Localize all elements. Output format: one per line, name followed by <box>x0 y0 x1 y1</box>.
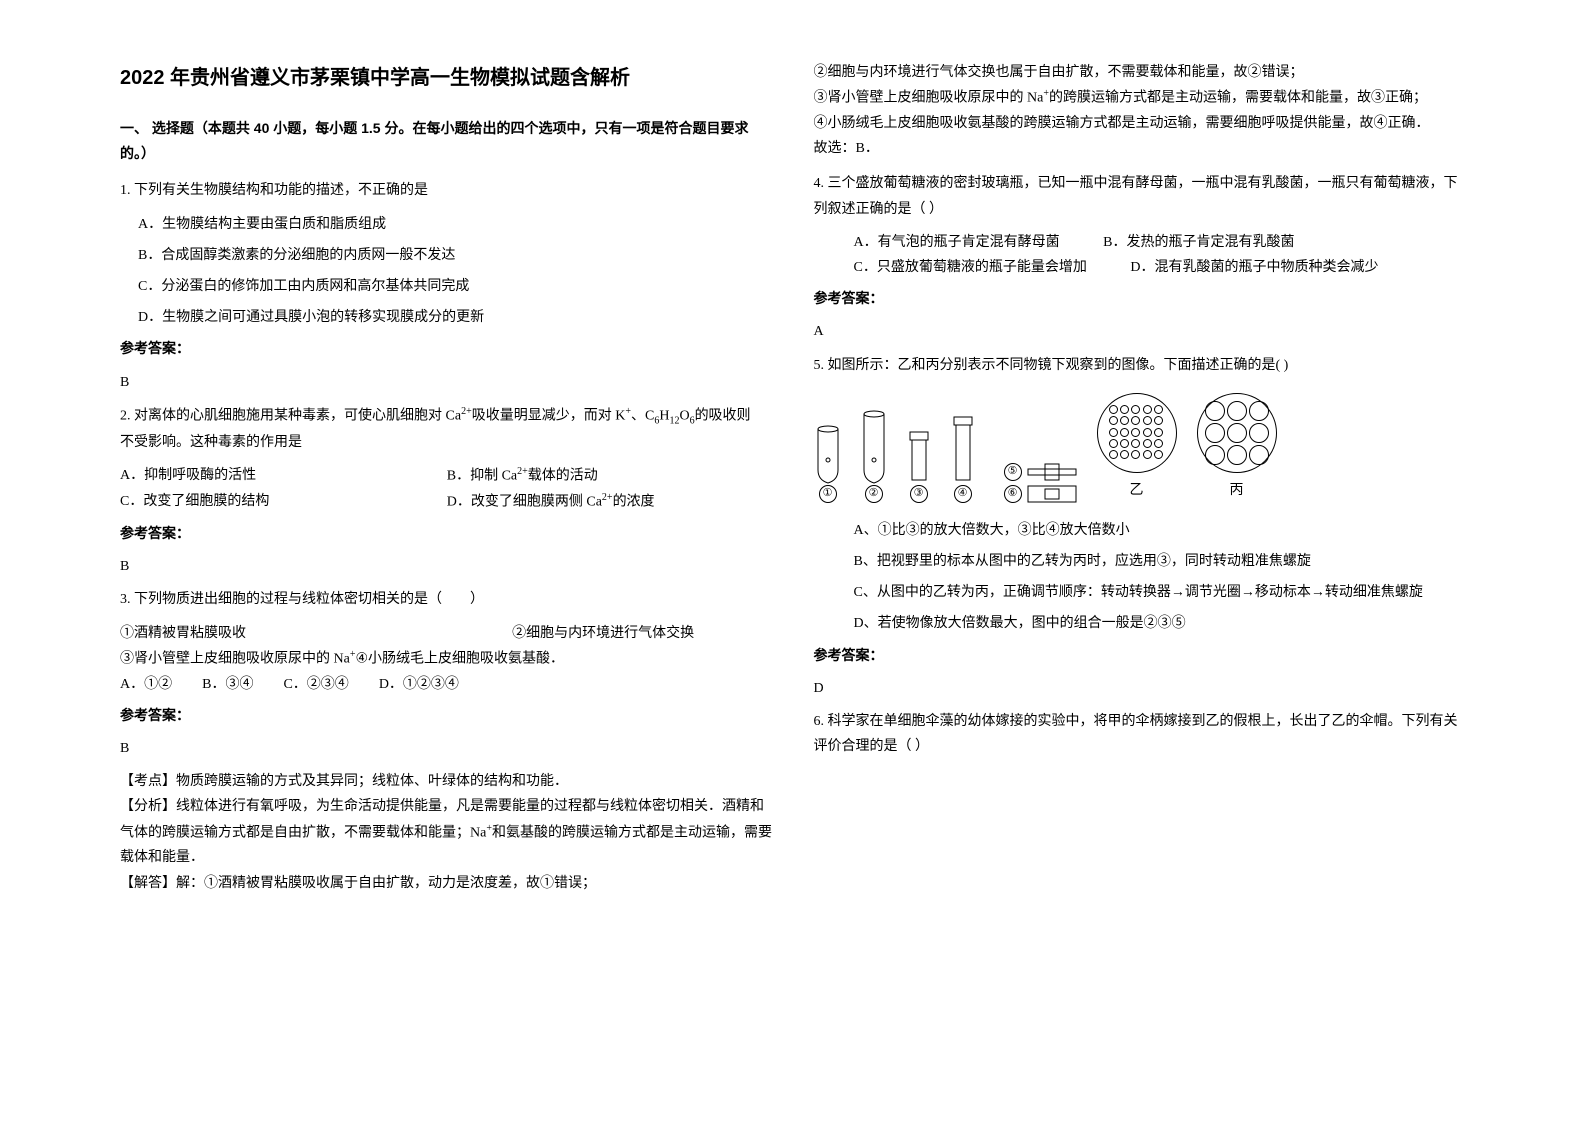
q3-option-b: B．③④ <box>202 672 253 697</box>
q4-answer-label: 参考答案： <box>814 286 1468 311</box>
label-5: ⑤ <box>1004 463 1022 481</box>
q3-analysis1: 【分析】线粒体进行有氧呼吸，为生命活动提供能量，凡是需要能量的过程都与线粒体密切… <box>120 794 774 870</box>
q4-answer: A <box>814 319 1468 344</box>
left-column: 2022 年贵州省遵义市茅栗镇中学高一生物模拟试题含解析 一、 选择题（本题共 … <box>100 60 794 1062</box>
page-title: 2022 年贵州省遵义市茅栗镇中学高一生物模拟试题含解析 <box>120 60 774 96</box>
cells-large-icon <box>1205 401 1269 465</box>
q1-option-a: A．生物膜结构主要由蛋白质和脂质组成 <box>138 212 774 237</box>
label-yi: 乙 <box>1097 478 1177 503</box>
q2-option-c: C．改变了细胞膜的结构 <box>120 489 447 515</box>
q2-stem-part1f: 的吸收则 <box>695 408 751 423</box>
q2-stem-part1: 2. 对离体的心肌细胞施用某种毒素，可使心肌细胞对 Ca <box>120 408 461 423</box>
q4-option-b: B．发热的瓶子肯定混有乳酸菌 <box>1103 230 1294 255</box>
q1-option-c: C．分泌蛋白的修饰加工由内质网和高尔基体共同完成 <box>138 274 774 299</box>
view-yi: 乙 <box>1097 393 1177 503</box>
label-4: ④ <box>954 485 972 503</box>
q3-option-a: A．①② <box>120 672 172 697</box>
view-bing: 丙 <box>1197 393 1277 503</box>
q2-stem-part1d: H <box>659 408 669 423</box>
q2-stem-part2: 不受影响。这种毒素的作用是 <box>120 430 774 455</box>
q3-cont-line4: 故选：B． <box>814 136 1468 161</box>
objective-lenses: ① ② ③ ④ ⑤ ⑥ <box>814 410 1077 503</box>
q3-topic: 【考点】物质跨膜运输的方式及其异同；线粒体、叶绿体的结构和功能． <box>120 769 774 794</box>
q3-options: A．①② B．③④ C．②③④ D．①②③④ <box>120 672 774 697</box>
q5-option-b: B、把视野里的标本从图中的乙转为丙时，应选用③，同时转动粗准焦螺旋 <box>854 549 1468 574</box>
q4-option-c: C．只盛放葡萄糖液的瓶子能量会增加 <box>854 255 1087 280</box>
label-3: ③ <box>910 485 928 503</box>
q5-answer: D <box>814 676 1468 701</box>
q5-stem: 5. 如图所示：乙和丙分别表示不同物镜下观察到的图像。下面描述正确的是( ) <box>814 353 1468 378</box>
q5-diagram: ① ② ③ ④ ⑤ ⑥ <box>814 393 1468 503</box>
q2-option-d: D．改变了细胞膜两侧 Ca2+的浓度 <box>447 489 774 515</box>
q2-stem: 2. 对离体的心肌细胞施用某种毒素，可使心肌细胞对 Ca2+吸收量明显减少，而对… <box>120 403 774 456</box>
q5-answer-label: 参考答案： <box>814 643 1468 668</box>
q3-answer: B <box>120 736 774 761</box>
q1-stem: 1. 下列有关生物膜结构和功能的描述，不正确的是 <box>120 178 774 203</box>
q2-stem-part1e: O <box>679 408 689 423</box>
eyepiece-3: ③ <box>906 430 932 503</box>
objective-2: ② <box>860 410 888 503</box>
q5-option-c: C、从图中的乙转为丙，正确调节顺序：转动转换器→调节光圈→移动标本→转动细准焦螺… <box>854 580 1468 605</box>
q1-option-b: B．合成固醇类激素的分泌细胞的内质网一般不发达 <box>138 243 774 268</box>
q1-answer-label: 参考答案： <box>120 336 774 361</box>
q2-answer: B <box>120 554 774 579</box>
q4-option-a: A．有气泡的瓶子肯定混有酵母菌 <box>854 230 1060 255</box>
q2-option-a: A．抑制呼吸酶的活性 <box>120 463 447 489</box>
q3-stem: 3. 下列物质进出细胞的过程与线粒体密切相关的是（ ） <box>120 587 774 612</box>
q3-sub3: ③肾小管壁上皮细胞吸收原尿中的 Na+④小肠绒毛上皮细胞吸收氨基酸． <box>120 646 774 672</box>
right-column: ②细胞与内环境进行气体交换也属于自由扩散，不需要载体和能量，故②错误； ③肾小管… <box>794 60 1488 1062</box>
q1-option-d: D．生物膜之间可通过具膜小泡的转移实现膜成分的更新 <box>138 305 774 330</box>
q3-option-d: D．①②③④ <box>379 672 459 697</box>
eyepiece-4: ④ <box>950 415 976 503</box>
label-1: ① <box>819 485 837 503</box>
q4-option-d: D．混有乳酸菌的瓶子中物质种类会减少 <box>1130 255 1378 280</box>
cells-small-icon <box>1109 405 1164 460</box>
q3-analysis2: 【解答】解：①酒精被胃粘膜吸收属于自由扩散，动力是浓度差，故①错误； <box>120 871 774 896</box>
q1-answer: B <box>120 370 774 395</box>
q3-sub1: ①酒精被胃粘膜吸收 <box>120 621 512 646</box>
section-header: 一、 选择题（本题共 40 小题，每小题 1.5 分。在每小题给出的四个选项中，… <box>120 116 774 166</box>
q6-stem: 6. 科学家在单细胞伞藻的幼体嫁接的实验中，将甲的伞柄嫁接到乙的假根上，长出了乙… <box>814 709 1468 759</box>
q3-cont-line3: ④小肠绒毛上皮细胞吸收氨基酸的跨膜运输方式都是主动运输，需要细胞呼吸提供能量，故… <box>814 111 1468 136</box>
objective-1: ① <box>814 425 842 503</box>
q3-cont-line1: ②细胞与内环境进行气体交换也属于自由扩散，不需要载体和能量，故②错误； <box>814 60 1468 85</box>
q2-stem-part1b: 吸收量明显减少，而对 K <box>472 408 626 423</box>
slide-5-icon <box>1027 463 1077 481</box>
label-2: ② <box>865 485 883 503</box>
q3-option-c: C．②③④ <box>283 672 348 697</box>
q3-cont-line2: ③肾小管壁上皮细胞吸收原尿中的 Na+的跨膜运输方式都是主动运输，需要载体和能量… <box>814 85 1468 111</box>
q5-option-d: D、若使物像放大倍数最大，图中的组合一般是②③⑤ <box>854 611 1468 636</box>
q2-stem-part1c: 、C <box>631 408 654 423</box>
q2-answer-label: 参考答案： <box>120 521 774 546</box>
q5-option-a: A、①比③的放大倍数大，③比④放大倍数小 <box>854 518 1468 543</box>
label-bing: 丙 <box>1197 478 1277 503</box>
label-6: ⑥ <box>1004 485 1022 503</box>
q3-answer-label: 参考答案： <box>120 703 774 728</box>
q4-stem: 4. 三个盛放葡萄糖液的密封玻璃瓶，已知一瓶中混有酵母菌，一瓶中混有乳酸菌，一瓶… <box>814 171 1468 221</box>
q3-sub2: ②细胞与内环境进行气体交换 <box>512 621 694 646</box>
slide-6-icon <box>1027 485 1077 503</box>
q2-option-b: B．抑制 Ca2+载体的活动 <box>447 463 774 489</box>
